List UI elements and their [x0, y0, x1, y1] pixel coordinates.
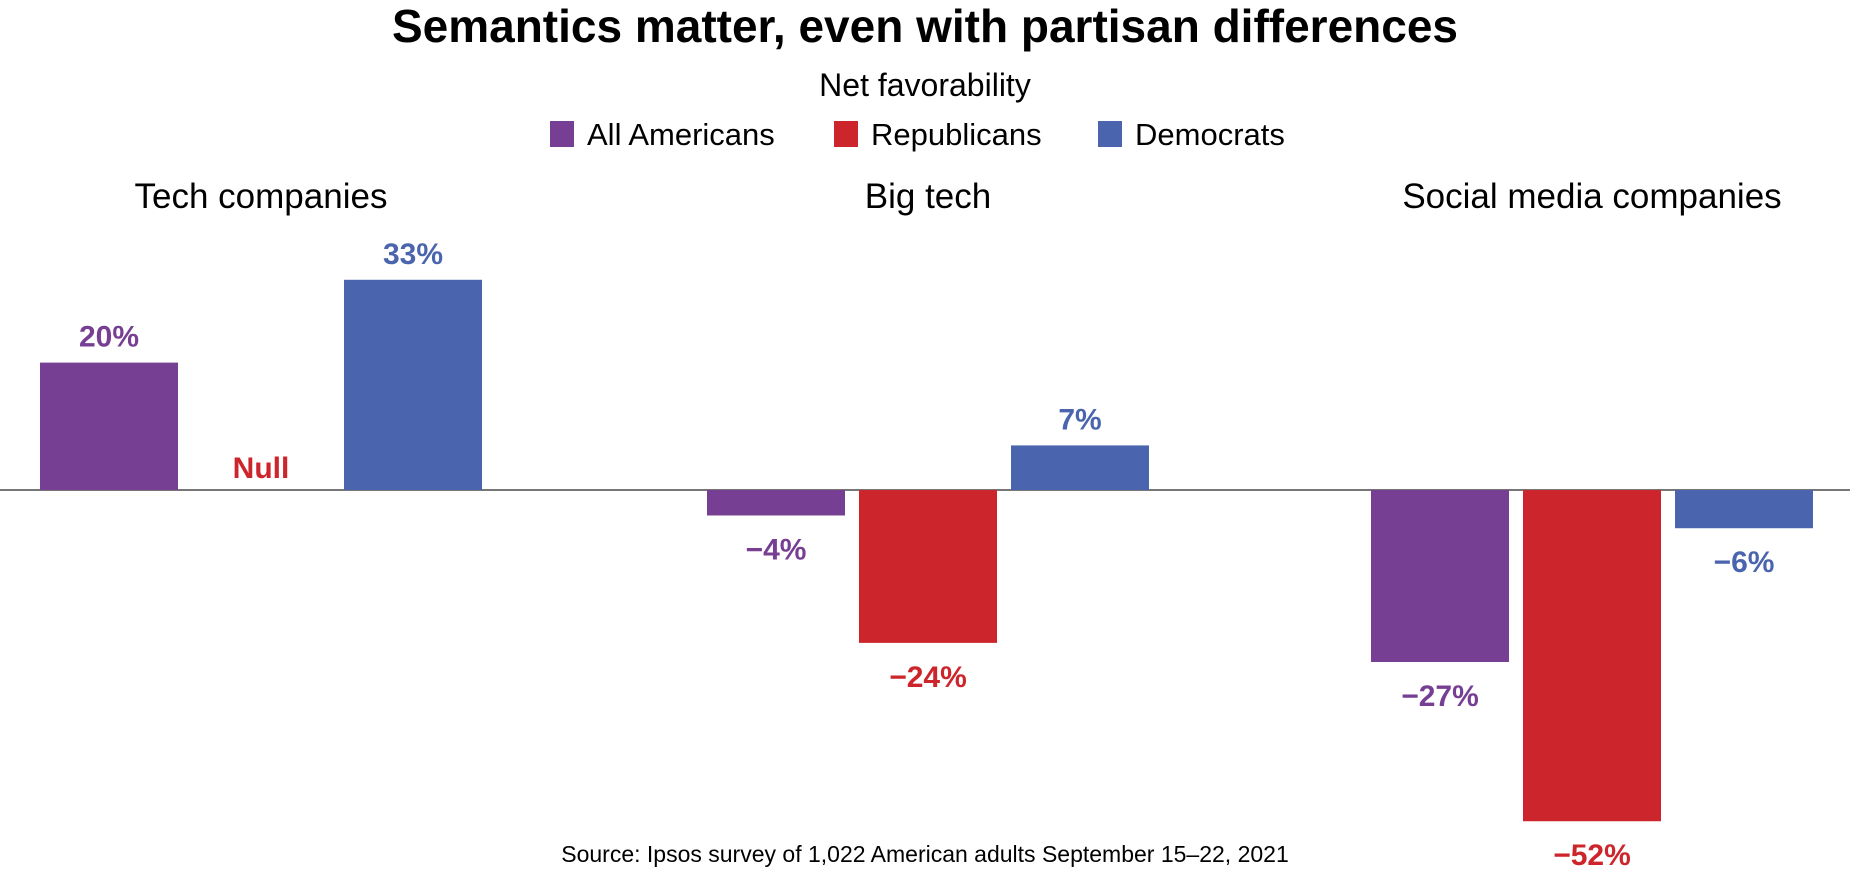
bar: [1675, 490, 1813, 529]
legend-label: All Americans: [587, 117, 775, 152]
data-label: Null: [233, 452, 290, 485]
category-label: Big tech: [865, 177, 991, 216]
data-label: 20%: [79, 321, 139, 354]
data-label: −52%: [1553, 839, 1631, 872]
legend-label: Democrats: [1135, 117, 1285, 152]
data-label: −4%: [746, 533, 807, 566]
bar: [1523, 490, 1661, 822]
legend: All Americans Republicans Democrats: [550, 117, 1285, 152]
source-note: Source: Ipsos survey of 1,022 American a…: [561, 841, 1289, 867]
bar: [40, 362, 178, 490]
data-label: 33%: [383, 238, 443, 271]
bars: [40, 279, 1813, 822]
legend-swatch: [1098, 121, 1122, 147]
data-label: −6%: [1714, 546, 1775, 579]
data-label: −27%: [1401, 680, 1479, 713]
legend-swatch: [834, 121, 858, 147]
category-label: Tech companies: [135, 177, 388, 216]
chart-subtitle: Net favorability: [819, 67, 1031, 103]
legend-label: Republicans: [871, 117, 1042, 152]
category-labels: Tech companies Big tech Social media compa…: [135, 177, 1782, 216]
chart-title: Semantics matter, even with partisan dif…: [392, 0, 1458, 52]
bar: [707, 490, 845, 516]
category-label: Social media companies: [1402, 177, 1781, 216]
data-labels: 20% −4% −27% Null −24% −52% 33% 7% −6%: [79, 238, 1774, 872]
data-label: −24%: [889, 661, 967, 694]
legend-swatch: [550, 121, 574, 147]
bar: [344, 279, 482, 490]
bar: [859, 490, 997, 643]
bar: [1371, 490, 1509, 662]
bar: [1011, 445, 1149, 490]
data-label: 7%: [1058, 403, 1101, 436]
